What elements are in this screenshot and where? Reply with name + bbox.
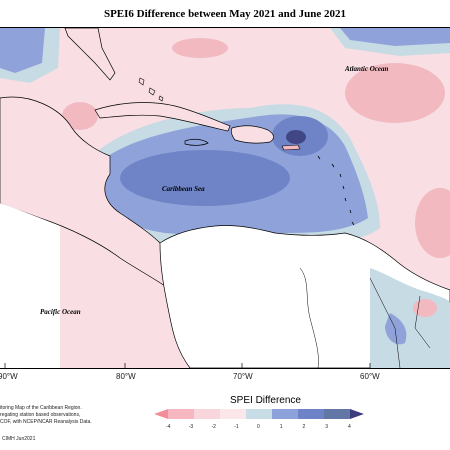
- lon-label-70w: 70°W: [233, 372, 253, 381]
- wet-anomaly-central: [120, 150, 290, 206]
- hispaniola-island: [230, 125, 274, 144]
- legend-tick-label: 4: [348, 424, 351, 430]
- footer-line-3: COF, with NCEP/NCAR Reanalysis Data.: [0, 419, 92, 425]
- pacific-ocean-area: [0, 203, 60, 368]
- jamaica-island: [184, 138, 209, 146]
- dry-anomaly-atlantic: [345, 63, 445, 123]
- wet-anomaly-nw-core: [0, 28, 45, 73]
- legend-tick-label: 3: [325, 424, 329, 430]
- legend-swatch: [154, 409, 168, 419]
- legend-tick-label: -1: [234, 424, 239, 430]
- lon-label-60w: 60°W: [360, 372, 380, 381]
- wet-anomaly-guianas: [370, 268, 450, 368]
- lon-label-80w: 80°W: [116, 372, 136, 381]
- legend-tick-label: -2: [211, 424, 216, 430]
- dry-anomaly-guianas: [413, 299, 437, 317]
- pacific-ocean-label: Pacific Ocean: [40, 308, 81, 316]
- border-line: [414, 295, 431, 349]
- bahamas-islands: [138, 77, 164, 102]
- footer-line-1: itoring Map of the Caribbean Region.: [0, 405, 82, 411]
- dry-anomaly-north: [172, 38, 228, 58]
- border-line: [299, 267, 319, 368]
- legend-swatch: [272, 409, 298, 419]
- legend-swatch: [194, 409, 220, 419]
- wet-anomaly-ne-core: [340, 28, 450, 46]
- footer-line-2: regating station based observations,: [0, 412, 81, 418]
- legend-tick-label: 2: [302, 424, 306, 430]
- legend-swatch: [298, 409, 324, 419]
- legend-swatch: [246, 409, 272, 419]
- map-panel: Atlantic Ocean Caribbean Sea Pacific Oce…: [0, 27, 450, 369]
- legend-swatch: [220, 409, 246, 419]
- caribbean-sea-label: Caribbean Sea: [162, 185, 205, 193]
- footer-credit: CIMH Jun2021: [2, 436, 36, 442]
- legend-tick-label: -4: [166, 424, 171, 430]
- lon-label-90w: 90°W: [0, 372, 18, 381]
- legend-tick-label: 0: [257, 424, 260, 430]
- wet-anomaly-max: [286, 130, 306, 144]
- atlantic-ocean-label: Atlantic Ocean: [344, 65, 388, 73]
- map-title: SPEI6 Difference between May 2021 and Ju…: [103, 8, 347, 20]
- dry-anomaly-gulf: [62, 102, 98, 130]
- map-canvas: Atlantic Ocean Caribbean Sea Pacific Oce…: [0, 28, 450, 368]
- legend-tick-label: -3: [188, 424, 194, 430]
- florida-land: [64, 28, 116, 81]
- cuba-island: [94, 102, 231, 132]
- legend-swatch: [324, 409, 350, 419]
- legend-tick-label: 1: [279, 424, 283, 430]
- lesser-antilles: [317, 155, 355, 226]
- legend-swatches: [154, 409, 364, 419]
- legend-swatch: [350, 409, 364, 419]
- legend-title: SPEI Difference: [230, 395, 301, 406]
- wet-anomaly-guianas-core: [385, 313, 407, 345]
- dry-anomaly-east: [415, 188, 450, 258]
- puerto-rico-island: [281, 144, 301, 151]
- border-line: [369, 277, 401, 368]
- legend-swatch: [168, 409, 194, 419]
- legend-colorbar: [154, 409, 364, 419]
